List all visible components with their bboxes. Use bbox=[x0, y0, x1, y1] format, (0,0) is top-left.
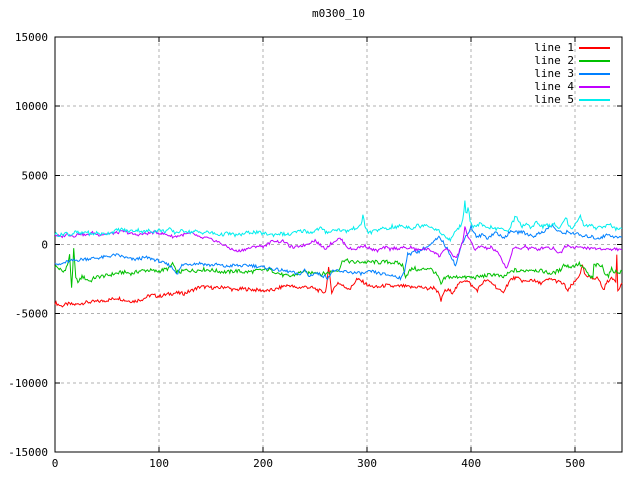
x-tick-label: 300 bbox=[357, 457, 377, 470]
y-tick-label: 15000 bbox=[15, 31, 48, 44]
x-tick-label: 400 bbox=[461, 457, 481, 470]
legend-label: line 5 bbox=[534, 93, 574, 106]
x-tick-label: 200 bbox=[253, 457, 273, 470]
legend-label: line 1 bbox=[534, 41, 574, 54]
y-tick-label: -10000 bbox=[8, 377, 48, 390]
legend-label: line 3 bbox=[534, 67, 574, 80]
x-tick-label: 100 bbox=[149, 457, 169, 470]
legend-label: line 2 bbox=[534, 54, 574, 67]
y-tick-label: -15000 bbox=[8, 446, 48, 459]
legend-line-swatch bbox=[579, 98, 610, 101]
series-line-5 bbox=[54, 200, 623, 243]
legend-line-swatch bbox=[579, 46, 610, 49]
y-tick-label: 10000 bbox=[15, 100, 48, 113]
series-line-3 bbox=[54, 223, 623, 282]
legend-line-swatch bbox=[579, 85, 610, 88]
x-tick-label: 0 bbox=[52, 457, 59, 470]
legend-line-swatch bbox=[579, 72, 610, 75]
y-tick-label: 5000 bbox=[22, 169, 49, 182]
legend-row: line 3 bbox=[534, 67, 610, 80]
legend-line-swatch bbox=[579, 59, 610, 62]
legend-label: line 4 bbox=[534, 80, 574, 93]
y-tick-label: -5000 bbox=[15, 308, 48, 321]
chart-title: m0300_10 bbox=[312, 7, 365, 20]
legend-row: line 4 bbox=[534, 80, 610, 93]
legend: line 1 line 2 line 3 line 4 line 5 bbox=[534, 41, 610, 106]
legend-row: line 1 bbox=[534, 41, 610, 54]
series-line-4 bbox=[54, 226, 623, 269]
series-line-1 bbox=[54, 254, 623, 308]
x-tick-label: 500 bbox=[565, 457, 585, 470]
legend-row: line 2 bbox=[534, 54, 610, 67]
legend-row: line 5 bbox=[534, 93, 610, 106]
y-tick-label: 0 bbox=[41, 239, 48, 252]
